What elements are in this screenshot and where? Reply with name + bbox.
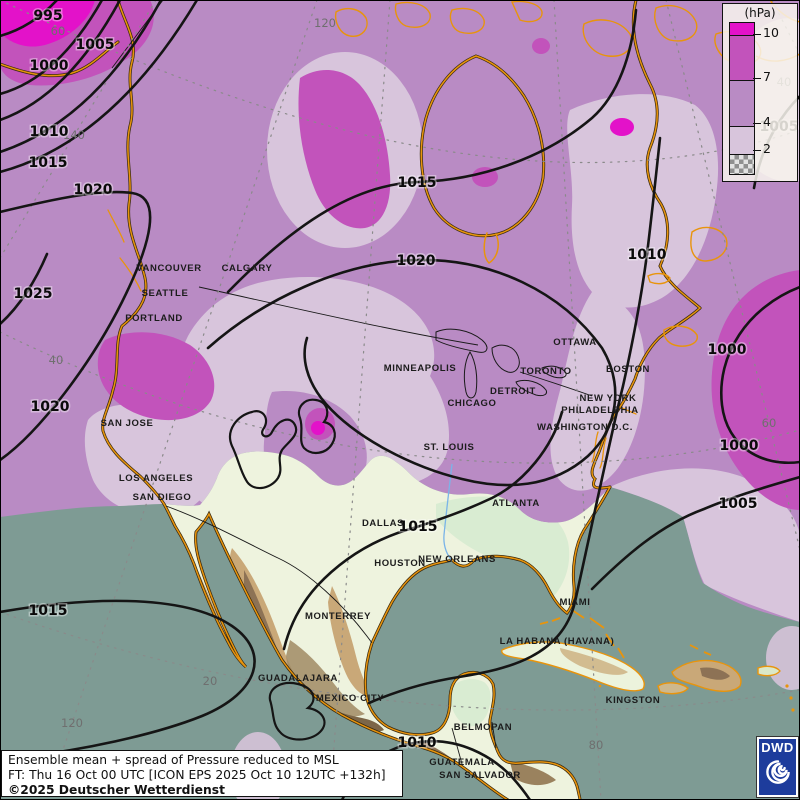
legend-tick-label: 10: [763, 25, 779, 40]
graticule-label: 60: [51, 24, 66, 38]
legend-segment->10: [730, 23, 754, 36]
city-labels: VANCOUVER CALGARY SEATTLE PORTLAND SAN JOSE L…: [101, 263, 661, 781]
isobar-label: 1005: [76, 37, 115, 53]
legend-tick-label: 4: [763, 114, 771, 129]
city-label: SAN SALVADOR: [439, 770, 521, 781]
copyright: ©2025 Deutscher Wetterdienst: [8, 783, 225, 797]
great-lakes: [435, 328, 567, 399]
city-label: WASHINGTON D.C.: [537, 422, 633, 433]
isobar-label: 1015: [29, 155, 68, 171]
isobar-label: 1015: [29, 603, 68, 619]
graticule-labels: 601401204012020806040: [49, 16, 792, 752]
city-label: MEXICO CITY: [316, 693, 384, 704]
isobar-label: 1020: [31, 399, 70, 415]
forecast-time: FT: Thu 16 Oct 00 UTC [ICON EPS 2025 Oct…: [8, 768, 386, 782]
isobar-label: 1000: [30, 58, 69, 74]
city-label: SAN JOSE: [101, 418, 154, 429]
graticule-label: 40: [49, 353, 64, 367]
legend-tick-line: [753, 78, 761, 79]
city-label: MINNEAPOLIS: [384, 363, 457, 374]
city-label: MIAMI: [560, 597, 591, 608]
legend-tick-label: 7: [763, 69, 771, 84]
city-label: HOUSTON: [374, 558, 426, 569]
dwd-spiral-icon: [765, 760, 790, 784]
city-label: PHILADELPHIA: [561, 405, 638, 416]
city-label: NEW ORLEANS: [418, 554, 496, 565]
isobar-label: 1015: [399, 519, 438, 535]
graticule-label: 120: [61, 716, 83, 730]
dwd-logo-text: DWD: [761, 740, 794, 755]
city-label: PORTLAND: [125, 313, 183, 324]
graticule-label: 140: [63, 128, 85, 142]
legend-title: (hPa): [744, 6, 776, 20]
legend-tick-label: 2: [763, 141, 771, 156]
legend-segment-<2: [730, 155, 754, 174]
graticule-label: 80: [589, 738, 604, 752]
city-label: CHICAGO: [447, 398, 496, 409]
city-label: SEATTLE: [142, 288, 189, 299]
city-label: DETROIT: [490, 386, 536, 397]
city-label: OTTAWA: [553, 337, 597, 348]
isobar-label: 1000: [708, 342, 747, 358]
legend-tick-line: [753, 123, 761, 124]
sea-region: [0, 451, 800, 800]
city-label: LOS ANGELES: [119, 473, 193, 484]
isobar-label: 1000: [720, 438, 759, 454]
city-label: TORONTO: [520, 366, 571, 377]
city-label: NEW YORK: [580, 393, 637, 404]
product-title: Ensemble mean + spread of Pressure reduc…: [8, 753, 339, 767]
footer-info-box: Ensemble mean + spread of Pressure reduc…: [1, 750, 403, 797]
city-label: SAN DIEGO: [133, 492, 192, 503]
graticule-label: 120: [314, 16, 336, 30]
legend-color-bar: [729, 22, 755, 175]
isobar-label: 1020: [397, 253, 436, 269]
spread-gt10-regions: [0, 0, 634, 435]
isobar-label: 1005: [719, 496, 758, 512]
isobar-label: 995: [33, 8, 62, 24]
city-label: CALGARY: [222, 263, 273, 274]
city-label: BELMOPAN: [454, 722, 512, 733]
legend-segment-4-7: [730, 81, 754, 127]
city-label: BOSTON: [606, 364, 650, 375]
small-islands: [539, 609, 712, 659]
city-label: ST. LOUIS: [424, 442, 475, 453]
isobar-label: 1010: [30, 124, 69, 140]
dwd-logo: DWD: [757, 737, 798, 797]
isobar-label: 1020: [74, 182, 113, 198]
mississippi-river: [443, 463, 453, 562]
isobar-label: 1025: [14, 286, 53, 302]
isobar-label: 1010: [398, 735, 437, 751]
legend-segment-2-4: [730, 127, 754, 155]
city-label: GUATEMALA: [429, 757, 494, 768]
city-label: DALLAS: [362, 518, 404, 529]
city-label: LA HABANA (HAVANA): [500, 636, 615, 647]
city-label: MONTERREY: [305, 611, 371, 622]
legend-box: (hPa) 10 7 4 2: [722, 3, 798, 182]
spread-7-10-regions: [0, 0, 800, 510]
graticule-label: 20: [203, 674, 218, 688]
legend-segment-7-10: [730, 36, 754, 81]
legend-tick-line: [753, 34, 761, 35]
city-label: VANCOUVER: [136, 263, 201, 274]
isobar-label: 1015: [398, 175, 437, 191]
city-label: GUADALAJARA: [258, 673, 338, 684]
city-label: KINGSTON: [606, 695, 661, 706]
isobar-label: 1010: [628, 247, 667, 263]
lesser-antilles-dots: [598, 684, 795, 712]
graticule-label: 60: [762, 416, 777, 430]
isobar-labels: 9951005100010101015102010251020101510151…: [12, 7, 800, 753]
city-label: ATLANTA: [492, 498, 540, 509]
legend-tick-line: [753, 150, 761, 151]
